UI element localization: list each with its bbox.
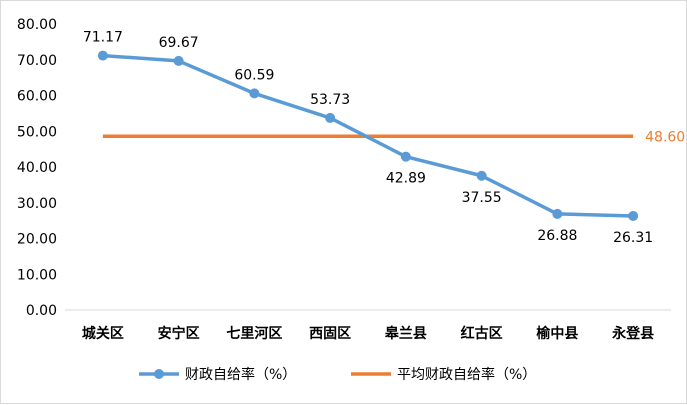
data-label: 26.88	[537, 228, 577, 244]
legend-label: 平均财政自给率（%）	[397, 366, 536, 383]
y-tick-label: 60.00	[17, 89, 57, 105]
data-label: 42.89	[386, 171, 426, 187]
data-label: 53.73	[310, 92, 350, 108]
y-axis: 0.00 10.00 20.00 30.00 40.00 50.00 60.00 70.00 8…	[17, 17, 57, 319]
legend-marker	[154, 369, 164, 379]
data-point	[249, 88, 260, 99]
data-label: 69.67	[159, 35, 199, 51]
data-label: 37.55	[462, 190, 502, 206]
legend: 财政自给率（%） 平均财政自给率（%）	[139, 366, 536, 383]
data-point	[400, 151, 411, 162]
series-line	[102, 53, 634, 218]
data-label: 60.59	[234, 67, 274, 83]
data-point	[628, 210, 639, 221]
data-point	[552, 208, 563, 219]
data-label: 26.31	[613, 230, 653, 246]
data-point	[476, 170, 487, 181]
legend-label: 财政自给率（%）	[185, 366, 296, 383]
x-tick-label: 安宁区	[158, 325, 200, 342]
average-data-label: 48.60	[645, 129, 685, 145]
y-tick-label: 20.00	[17, 232, 57, 248]
main-series: 71.17 69.67 60.59 53.73 42.89 37.55 26.88 26.31	[83, 30, 653, 246]
x-tick-label: 榆中县	[536, 325, 578, 342]
y-tick-label: 70.00	[17, 53, 57, 69]
y-tick-label: 80.00	[17, 17, 57, 33]
data-point	[173, 55, 184, 66]
x-tick-label: 红古区	[461, 325, 503, 342]
x-tick-label: 永登县	[611, 325, 654, 342]
data-label: 71.17	[83, 30, 123, 46]
y-tick-label: 30.00	[17, 196, 57, 212]
x-axis: 城关区 安宁区 七里河区 西固区 皋兰县 红古区 榆中县 永登县	[65, 309, 671, 342]
x-tick-label: 城关区	[82, 325, 124, 342]
y-tick-label: 40.00	[17, 160, 57, 176]
data-point	[97, 50, 108, 61]
data-point	[325, 112, 336, 123]
y-tick-label: 0.00	[26, 303, 57, 319]
x-tick-label: 西固区	[309, 326, 351, 342]
x-tick-label: 皋兰县	[385, 325, 427, 342]
average-series: 48.60	[102, 129, 685, 145]
y-tick-label: 50.00	[17, 124, 57, 140]
y-tick-label: 10.00	[17, 267, 57, 283]
x-tick-label: 七里河区	[226, 325, 282, 342]
